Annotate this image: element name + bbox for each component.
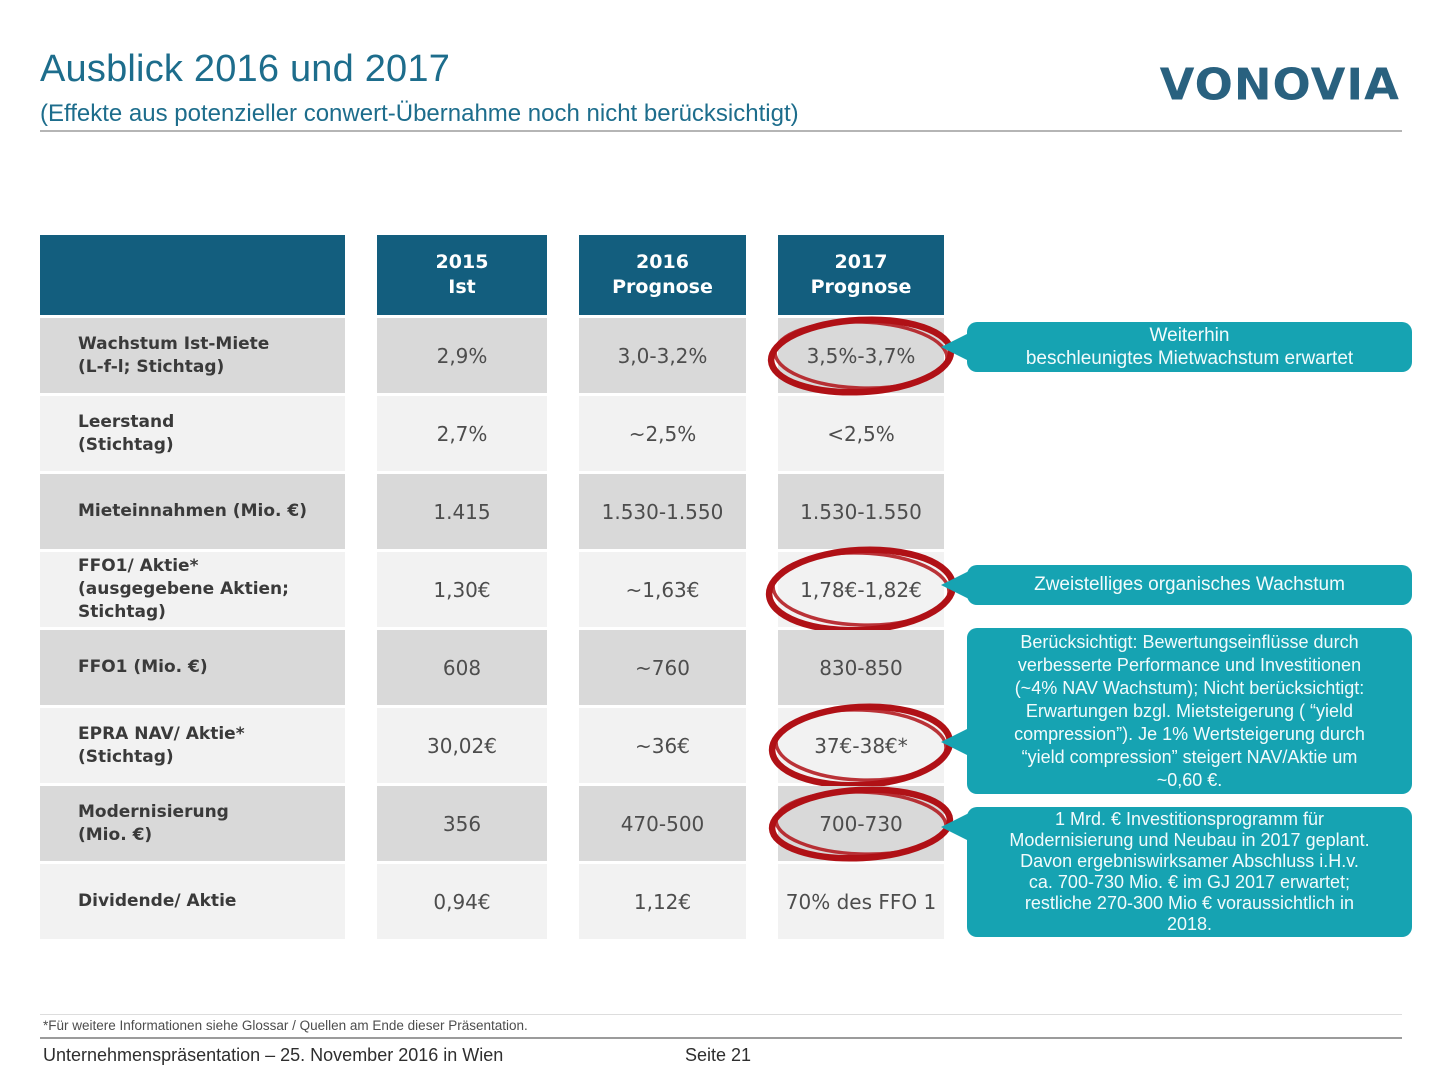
column-kind: Prognose	[612, 276, 713, 298]
table-cell: 0,94€	[377, 864, 547, 939]
row-label: EPRA NAV/ Aktie* (Stichtag)	[40, 708, 345, 783]
page-subtitle: (Effekte aus potenzieller conwert-Überna…	[40, 100, 799, 127]
row-label: Leerstand (Stichtag)	[40, 396, 345, 471]
table-cell: 2,9%	[377, 318, 547, 393]
row-label: Mieteinnahmen (Mio. €)	[40, 474, 345, 549]
footer-presentation-info: Unternehmenspräsentation – 25. November …	[43, 1045, 504, 1065]
column-year: 2017	[834, 251, 888, 273]
footer-divider	[40, 1037, 1402, 1039]
table-header-empty	[40, 235, 345, 315]
table-cell: <2,5%	[778, 396, 944, 471]
row-label: FFO1 (Mio. €)	[40, 630, 345, 705]
table-cell: 1,12€	[579, 864, 746, 939]
table-header-2015: 2015 Ist	[377, 235, 547, 315]
table-cell: 1,78€-1,82€	[765, 546, 957, 633]
callout-tail	[941, 813, 969, 841]
vonovia-logo: VONOVIA	[1159, 59, 1400, 110]
row-label: Modernisierung (Mio. €)	[40, 786, 345, 861]
table-cell: 30,02€	[377, 708, 547, 783]
column-year: 2016	[636, 251, 689, 273]
table-cell: 1,30€	[377, 552, 547, 627]
header-divider	[40, 130, 1402, 132]
row-label: Dividende/ Aktie	[40, 864, 345, 939]
table-cell: 356	[377, 786, 547, 861]
column-kind: Prognose	[810, 276, 912, 298]
table-header-2016: 2016 Prognose	[579, 235, 746, 315]
table-cell: 3,0-3,2%	[579, 318, 746, 393]
table-cell: 1.530-1.550	[579, 474, 746, 549]
row-label: FFO1/ Aktie* (ausgegebene Aktien; Sticht…	[40, 552, 345, 627]
callout-nav: Berücksichtigt: Bewertungseinflüsse durc…	[941, 628, 1412, 794]
table-cell: 2,7%	[377, 396, 547, 471]
callout-investment-program: 1 Mrd. € Investitionsprogramm für Modern…	[941, 807, 1412, 937]
outlook-table: 2015 Ist 2016 Prognose 2017 Prognose Wac…	[40, 235, 957, 939]
footnote-divider-top	[40, 1014, 1402, 1015]
callout-tail	[941, 333, 969, 361]
callout-rent-growth: Weiterhin beschleunigtes Mietwachstum er…	[941, 322, 1412, 372]
table-cell: 1.530-1.550	[778, 474, 944, 549]
column-year: 2015	[435, 251, 489, 273]
table-cell: 3,5%-3,7%	[767, 315, 955, 396]
footer-page-number: Seite 21	[685, 1045, 752, 1065]
row-label: Wachstum Ist-Miete (L-f-l; Stichtag)	[40, 318, 345, 393]
column-kind: Ist	[448, 276, 476, 298]
table-cell: ~1,63€	[579, 552, 746, 627]
callout-tail	[941, 728, 969, 756]
table-header-2017: 2017 Prognose	[778, 235, 944, 315]
table-cell: 1.415	[377, 474, 547, 549]
table-cell: ~760	[579, 630, 746, 705]
table-cell: 37€-38€*	[768, 703, 954, 788]
callout-tail	[941, 571, 969, 599]
callout-organic-growth: Zweistelliges organisches Wachstum	[941, 565, 1412, 605]
table-cell: 470-500	[579, 786, 746, 861]
table-cell: 608	[377, 630, 547, 705]
page-title: Ausblick 2016 und 2017	[40, 48, 451, 90]
footnote: *Für weitere Informationen siehe Glossar…	[43, 1018, 528, 1033]
table-cell: 700-730	[768, 785, 954, 862]
table-cell: 70% des FFO 1	[778, 864, 944, 939]
table-cell: 830-850	[778, 630, 944, 705]
table-cell: ~36€	[579, 708, 746, 783]
table-cell: ~2,5%	[579, 396, 746, 471]
